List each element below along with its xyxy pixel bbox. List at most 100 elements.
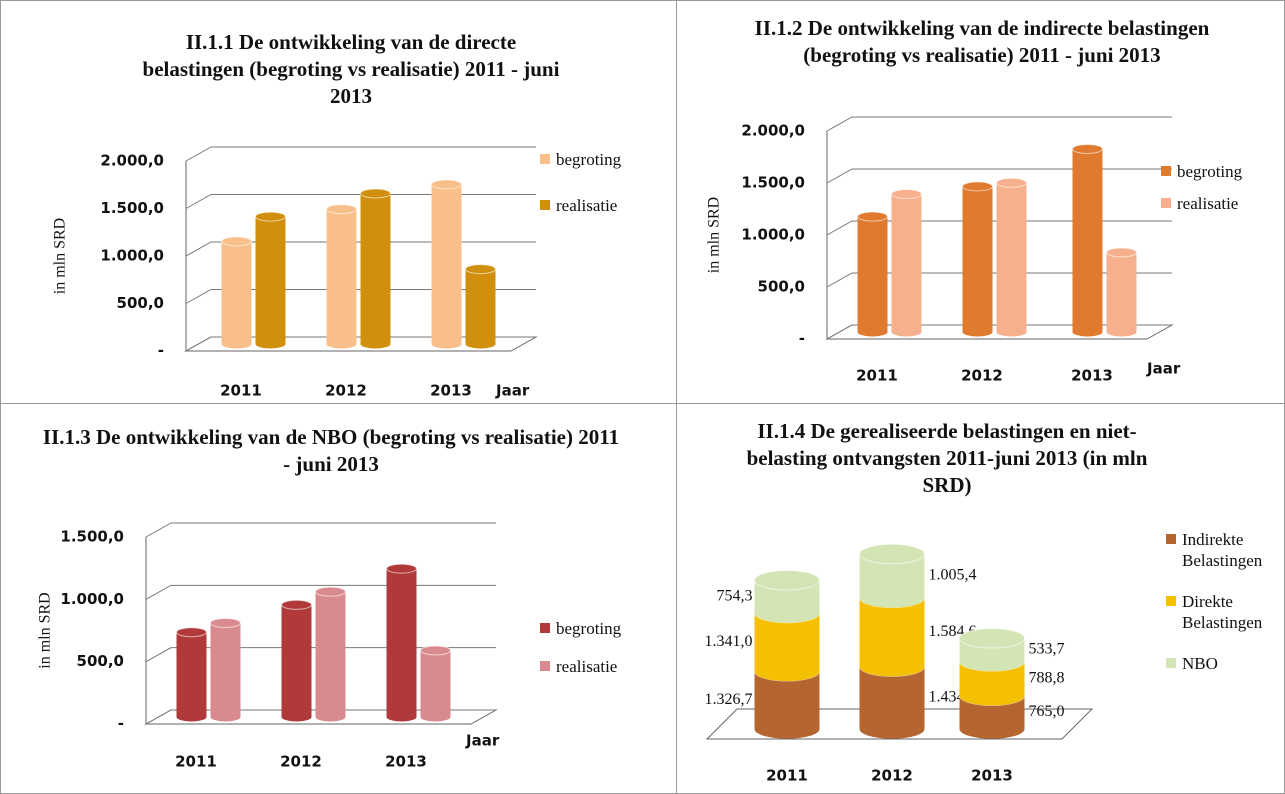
y-tick-label: 1.500,0 [60, 528, 124, 546]
cylinder-body [859, 666, 925, 729]
y-tick-label: 1.000,0 [60, 590, 124, 608]
cylinder-body [1106, 252, 1137, 332]
cylinder-bottom [420, 712, 451, 722]
cylinder-bottom [859, 719, 925, 739]
legend-entry: begroting [1161, 161, 1284, 182]
y-axis-label: in mln SRD [37, 592, 54, 668]
y-tick-label: 2.000,0 [741, 122, 805, 140]
legend-swatch [1166, 596, 1176, 606]
bar [221, 236, 252, 349]
cylinder-top [859, 543, 925, 565]
cylinder-body [859, 597, 925, 667]
data-label: 1.005,4 [929, 567, 977, 584]
cylinder-bottom [465, 339, 496, 349]
bar [420, 645, 451, 722]
grid-line [826, 220, 1172, 236]
legend-swatch [540, 661, 550, 671]
cylinder-top [255, 211, 286, 222]
cylinder-bottom [959, 719, 1025, 739]
bar-segment [754, 569, 820, 623]
cylinder-bottom [210, 712, 241, 722]
legend-entry: realisatie [1161, 193, 1284, 214]
y-tick-label: 1.500,0 [741, 174, 805, 192]
chart-title: II.1.4 De gerealiseerde belastingen en n… [746, 419, 1148, 497]
legend-entry: begroting [540, 618, 666, 639]
cylinder-bottom [315, 712, 346, 722]
cylinder-bottom [221, 339, 252, 349]
x-tick-label: 2011 [766, 767, 808, 785]
cylinder-bottom [857, 327, 888, 337]
x-tick-label: 2011 [220, 382, 262, 400]
cylinder-body [891, 194, 922, 332]
cylinder-top [315, 586, 346, 597]
cylinder-bottom [754, 661, 820, 682]
y-tick-label: 2.000,0 [100, 152, 164, 170]
legend-entry: Direkte Belastingen [1166, 591, 1284, 633]
legend-swatch [540, 154, 550, 164]
cylinder-body [431, 184, 462, 344]
x-tick-label: 2011 [175, 753, 217, 771]
chart-title: II.1.2 De ontwikkeling van de indirecte … [754, 16, 1210, 67]
y-tick-label: 1.000,0 [100, 247, 164, 265]
floor [705, 708, 1094, 740]
legend-swatch [540, 623, 550, 633]
chart: 2011 2012 20131.326,71.341,0754,31.434,51.… [705, 543, 1094, 785]
chart-panel: 2011 2012 2013 1.326,7 1.341,0 754,3 1.434,5 1.… [676, 403, 1285, 794]
bar-segment [859, 543, 925, 608]
cylinder-bottom [386, 712, 417, 722]
y-axis-label: in mln SRD [706, 197, 723, 273]
x-tick-label: 2013 [1071, 367, 1113, 385]
cylinder-top [176, 627, 207, 638]
x-tick-label: 2012 [961, 367, 1003, 385]
cylinder-body [221, 241, 252, 344]
bar [431, 179, 462, 349]
cylinder-bottom [754, 719, 820, 739]
y-tick-label: - [118, 715, 124, 733]
cylinder-body [315, 591, 346, 717]
y-tick-label: 500,0 [77, 652, 124, 670]
cylinder-bottom [1106, 327, 1137, 337]
cylinder-body [255, 216, 286, 344]
cylinder-bottom [326, 339, 357, 349]
cylinder-top [431, 179, 462, 190]
cylinder-bottom [959, 651, 1025, 672]
cylinder-body [420, 650, 451, 717]
cylinder-top [959, 627, 1025, 649]
cylinder-top [360, 188, 391, 199]
x-axis-label: Jaar [495, 382, 530, 400]
grid-line [826, 168, 1172, 184]
cylinder-body [360, 193, 391, 344]
grid-line [826, 272, 1172, 288]
cylinder-body [465, 269, 496, 344]
cylinder-top [996, 177, 1027, 188]
x-axis-label: Jaar [1146, 360, 1181, 378]
cylinder-bottom [754, 603, 820, 623]
bar-segment [959, 627, 1025, 672]
cylinder-body [281, 604, 312, 717]
cylinder-body [996, 182, 1027, 332]
legend-swatch [1161, 166, 1171, 176]
chart-title: II.1.3 De ontwikkeling van de NBO (begro… [42, 425, 620, 476]
data-label: 788,8 [1029, 669, 1065, 686]
x-tick-label: 2012 [325, 382, 367, 400]
cylinder-bottom [255, 339, 286, 349]
x-tick-label: 2013 [385, 753, 427, 771]
cylinder-bottom [962, 327, 993, 337]
legend-swatch [540, 200, 550, 210]
data-label: 1.326,7 [705, 691, 753, 708]
cylinder-body [386, 568, 417, 717]
cylinder-top [386, 563, 417, 574]
cylinder-top [326, 204, 357, 215]
cylinder-top [420, 645, 451, 656]
cylinder-top [754, 569, 820, 591]
chart-title: II.1.1 De ontwikkeling van de directe be… [142, 30, 560, 108]
grid-line [826, 324, 1172, 340]
grid-line [145, 522, 496, 538]
bar [1106, 247, 1137, 337]
y-tick-label: - [158, 342, 164, 360]
cylinder-bottom [996, 327, 1027, 337]
y-tick-label: - [799, 330, 805, 348]
legend-entry: begroting [540, 149, 666, 170]
chart-panel: 2011 2012 2013 - 500,0 1.000,0 1.500,0 in mln S… [0, 403, 677, 794]
